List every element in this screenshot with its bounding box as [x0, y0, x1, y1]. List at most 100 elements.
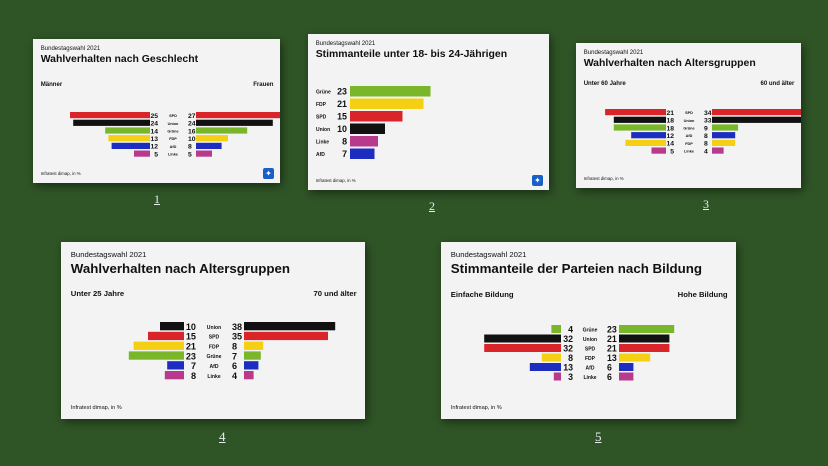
- group-label-right: 60 und älter: [760, 81, 795, 87]
- slide-number-5[interactable]: 5: [595, 429, 602, 444]
- bar-right-spd: [712, 109, 801, 116]
- source-note: Infratest dimap, in %: [70, 404, 122, 411]
- value-right-fdp: 8: [232, 341, 237, 351]
- bar-left-grne: [105, 127, 150, 134]
- party-label-spd: SPD: [685, 111, 693, 115]
- party-label-fdp: FDP: [209, 344, 220, 350]
- value-left-union: 18: [666, 118, 674, 125]
- slide-number-2[interactable]: 2: [429, 199, 435, 213]
- party-label-afd: AfD: [209, 364, 218, 370]
- bar-right-fdp: [196, 135, 228, 142]
- value-right-grne: 9: [704, 125, 708, 132]
- slide-card-3[interactable]: Bundestagswahl 2021 Wahlverhalten nach Al…: [576, 43, 801, 188]
- slide-card-1[interactable]: Bundestagswahl 2021 Wahlverhalten nach Ge…: [33, 39, 280, 183]
- group-label-right: 70 und älter: [313, 289, 357, 298]
- party-label-grne: Grüne: [583, 328, 598, 334]
- slide-card-5[interactable]: Bundestagswahl 2021 Stimmanteile der Part…: [441, 242, 736, 419]
- party-label-union: Union: [168, 122, 179, 126]
- value-left-fdp: 21: [186, 341, 196, 351]
- bar-fdp: [350, 98, 424, 109]
- value-left-spd: 21: [666, 110, 674, 117]
- value-union: 10: [337, 124, 347, 134]
- bar-afd: [350, 148, 375, 159]
- party-label-linke: Linke: [316, 139, 329, 145]
- value-right-spd: 35: [232, 332, 242, 342]
- group-label-right: Hohe Bildung: [677, 290, 728, 299]
- value-left-linke: 3: [568, 372, 573, 382]
- bar-right-grne: [712, 124, 739, 131]
- source-note: Infratest dimap, in %: [583, 176, 624, 182]
- value-left-grne: 18: [666, 125, 674, 132]
- bar-right-union: [712, 116, 801, 123]
- card-header: Bundestagswahl 2021: [315, 40, 376, 47]
- value-left-union: 32: [563, 334, 573, 344]
- group-label-left: Männer: [40, 82, 63, 88]
- bar-right-grne: [619, 325, 675, 333]
- party-label-fdp: FDP: [685, 142, 693, 146]
- value-right-afd: 6: [232, 361, 237, 371]
- party-label-afd: AfD: [316, 152, 325, 158]
- bar-chart: 23 Grüne 21 FDP 15 SPD 10 Union 8 Linke 7 AfD: [316, 86, 431, 159]
- card-header: Bundestagswahl 2021: [583, 49, 644, 56]
- bar-left-spd: [148, 331, 184, 341]
- bar-left-spd: [70, 112, 150, 119]
- chart-title: Wahlverhalten nach Altersgruppen: [583, 57, 756, 69]
- bar-right-linke: [619, 372, 634, 381]
- value-left-spd: 25: [150, 113, 158, 120]
- slide-number-4[interactable]: 4: [219, 429, 226, 444]
- value-right-linke: 4: [704, 148, 708, 155]
- ard-logo-icon: ✦: [532, 175, 543, 186]
- value-right-afd: 6: [607, 363, 612, 373]
- slide-number-3[interactable]: 3: [703, 197, 709, 211]
- value-left-fdp: 14: [666, 141, 674, 148]
- value-spd: 15: [337, 111, 347, 121]
- value-left-afd: 12: [666, 133, 674, 140]
- chart-title: Stimmanteile der Parteien nach Bildung: [450, 260, 703, 276]
- value-fdp: 21: [337, 99, 347, 109]
- value-left-linke: 5: [154, 151, 158, 158]
- party-label-union: Union: [207, 325, 221, 331]
- party-label-spd: SPD: [585, 347, 596, 353]
- value-right-union: 24: [188, 121, 196, 128]
- bar-left-union: [160, 322, 184, 331]
- bar-left-afd: [111, 142, 150, 149]
- slide-card-2[interactable]: Bundestagswahl 2021 Stimmanteile unter 18…: [308, 34, 549, 190]
- bar-right-linke: [712, 147, 724, 154]
- value-left-linke: 5: [670, 148, 674, 155]
- bar-right-grne: [244, 351, 261, 360]
- value-right-fdp: 13: [607, 353, 617, 363]
- bar-left-union: [613, 116, 666, 123]
- value-left-grne: 23: [186, 351, 196, 361]
- party-label-union: Union: [316, 127, 330, 133]
- bar-right-afd: [244, 361, 259, 370]
- slide-card-4[interactable]: Bundestagswahl 2021 Wahlverhalten nach Al…: [61, 242, 365, 419]
- bar-right-fdp: [619, 353, 651, 362]
- bar-right-grne: [196, 127, 248, 134]
- value-right-grne: 23: [607, 325, 617, 335]
- value-left-fdp: 13: [150, 136, 158, 143]
- bar-right-linke: [244, 371, 254, 380]
- group-label-left: Unter 25 Jahre: [70, 289, 125, 298]
- slide-number-1[interactable]: 1: [154, 192, 160, 206]
- bar-left-fdp: [541, 353, 561, 362]
- party-label-fdp: FDP: [169, 137, 177, 141]
- value-left-spd: 32: [563, 344, 573, 354]
- group-label-left: Einfache Bildung: [450, 290, 514, 299]
- value-left-spd: 15: [186, 332, 196, 342]
- party-label-grne: Grüne: [683, 126, 694, 130]
- value-right-linke: 6: [607, 372, 612, 382]
- bar-right-afd: [196, 142, 222, 149]
- bar-grne: [350, 86, 431, 97]
- party-label-grne: Grüne: [206, 354, 221, 360]
- party-label-union: Union: [684, 119, 695, 123]
- value-right-afd: 8: [188, 144, 192, 151]
- value-right-spd: 21: [607, 344, 617, 354]
- group-label-left: Unter 60 Jahre: [583, 81, 626, 87]
- value-right-grne: 16: [188, 128, 196, 135]
- value-left-afd: 13: [563, 363, 573, 373]
- party-label-linke: Linke: [583, 375, 596, 381]
- party-label-spd: SPD: [169, 114, 177, 118]
- bar-left-grne: [551, 325, 561, 333]
- value-left-afd: 7: [191, 361, 196, 371]
- bar-left-afd: [529, 363, 561, 371]
